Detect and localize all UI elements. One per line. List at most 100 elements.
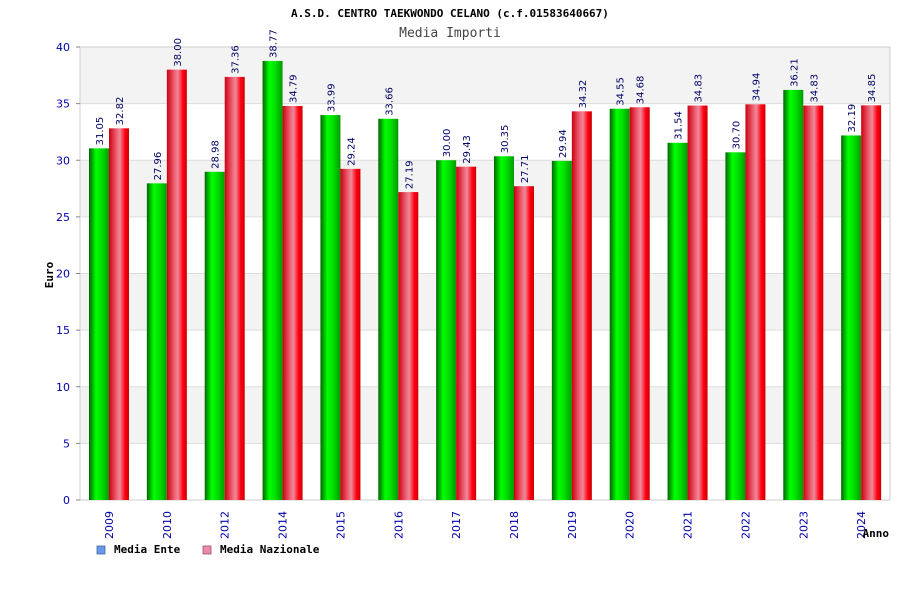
plot-band	[80, 216, 890, 274]
y-tick-label: 40	[56, 41, 70, 54]
value-label: 36.21	[789, 58, 800, 87]
value-label: 28.98	[211, 140, 222, 169]
value-label: 38.77	[269, 29, 280, 58]
bar-media-nazionale	[340, 168, 361, 500]
x-axis-label: Anno	[863, 527, 890, 540]
y-tick-label: 20	[56, 268, 70, 281]
legend-label-nazionale: Media Nazionale	[220, 543, 320, 556]
bar-media-nazionale	[629, 107, 650, 501]
x-tick-label: 2014	[277, 511, 290, 539]
y-tick-label: 0	[63, 494, 70, 507]
legend-swatch-nazionale	[202, 545, 212, 555]
y-tick-label: 35	[56, 98, 70, 111]
bar-media-ente	[320, 115, 341, 501]
value-label: 29.24	[346, 137, 357, 166]
value-label: 32.82	[115, 97, 126, 126]
bar-media-nazionale	[456, 166, 477, 500]
value-label: 33.66	[384, 87, 395, 116]
bar-media-nazionale	[745, 104, 766, 500]
y-tick-label: 30	[56, 154, 70, 167]
bar-media-ente	[494, 156, 514, 500]
bar-media-nazionale	[571, 111, 592, 501]
bar-media-nazionale	[803, 105, 824, 501]
value-label: 34.94	[751, 73, 762, 102]
bar-media-ente	[841, 135, 862, 501]
y-axis-label: Euro	[43, 261, 56, 288]
value-label: 34.83	[694, 74, 705, 103]
legend-swatch-ente	[96, 545, 106, 555]
x-tick-label: 2012	[219, 511, 232, 539]
plot-band	[80, 273, 890, 331]
x-tick-label: 2019	[566, 511, 579, 539]
plot-band	[80, 160, 890, 217]
value-label: 30.00	[442, 129, 453, 158]
bar-media-ente	[146, 183, 167, 500]
plot-band	[80, 103, 890, 161]
value-label: 32.19	[847, 104, 858, 133]
value-label: 29.43	[462, 135, 473, 164]
value-labels: 31.05 32.82 27.96 38.00 28.98 37.36 38.77 34.79…	[95, 29, 878, 189]
legend: Media Ente Media Nazionale	[96, 543, 320, 556]
plot-band	[80, 443, 890, 500]
bars	[89, 60, 882, 501]
value-label: 34.55	[616, 77, 627, 106]
value-label: 38.00	[173, 38, 184, 67]
value-label: 31.05	[95, 117, 106, 146]
plot-band	[80, 330, 890, 387]
bar-media-nazionale	[398, 192, 419, 501]
x-tick-label: 2015	[334, 511, 347, 539]
x-tick-label: 2022	[739, 511, 752, 539]
x-tick-label: 2010	[161, 511, 174, 539]
x-tick-label: 2009	[103, 511, 116, 539]
plot-band	[80, 386, 890, 444]
value-label: 27.96	[153, 152, 164, 181]
y-tick-label: 15	[56, 324, 70, 337]
chart-title: A.S.D. CENTRO TAEKWONDO CELANO (c.f.0158…	[291, 7, 609, 20]
y-tick-label: 25	[56, 211, 70, 224]
bar-media-nazionale	[514, 186, 534, 500]
y-tick-label: 5	[63, 437, 70, 450]
x-tick-label: 2021	[682, 511, 695, 539]
y-axis-ticks: 0 5 10 15 20 25 30 35 40	[56, 41, 80, 507]
value-label: 37.36	[231, 45, 242, 74]
bar-media-ente	[436, 160, 457, 500]
value-label: 29.94	[558, 129, 569, 158]
value-label: 27.19	[404, 160, 415, 189]
y-tick-label: 10	[56, 381, 70, 394]
value-label: 30.70	[731, 121, 742, 150]
value-label: 31.54	[674, 111, 685, 140]
x-tick-label: 2020	[624, 511, 637, 539]
bar-media-ente	[262, 60, 283, 500]
bar-media-ente	[551, 160, 572, 500]
x-tick-label: 2017	[450, 511, 463, 539]
bar-media-nazionale	[282, 106, 303, 501]
bar-media-nazionale	[109, 128, 129, 500]
x-axis-ticks: 2009 2010 2012 2014 2015 2016 2017 2018 2019 2020…	[103, 511, 868, 539]
legend-label-ente: Media Ente	[114, 543, 181, 556]
bar-media-nazionale	[861, 105, 882, 500]
x-tick-label: 2023	[797, 511, 810, 539]
bar-media-ente	[667, 142, 688, 500]
bar-media-nazionale	[687, 105, 708, 501]
bar-media-ente	[89, 148, 109, 500]
bar-media-ente	[725, 152, 746, 500]
value-label: 30.35	[500, 125, 511, 154]
value-label: 34.83	[809, 74, 820, 103]
value-label: 34.79	[289, 74, 300, 103]
x-tick-label: 2016	[392, 511, 405, 539]
x-tick-label: 2024	[855, 511, 868, 539]
value-label: 34.68	[636, 76, 647, 105]
plot-band	[80, 47, 890, 104]
chart-subtitle: Media Importi	[399, 26, 501, 41]
x-tick-label: 2018	[508, 511, 521, 539]
value-label: 33.99	[326, 83, 337, 112]
bar-media-ente	[783, 89, 804, 500]
bar-media-ente	[609, 108, 630, 500]
value-label: 34.85	[867, 74, 878, 103]
bar-media-ente	[378, 118, 399, 500]
bar-media-ente	[204, 171, 225, 500]
bar-media-nazionale	[224, 76, 245, 500]
value-label: 27.71	[520, 155, 531, 184]
bar-media-nazionale	[166, 69, 187, 501]
